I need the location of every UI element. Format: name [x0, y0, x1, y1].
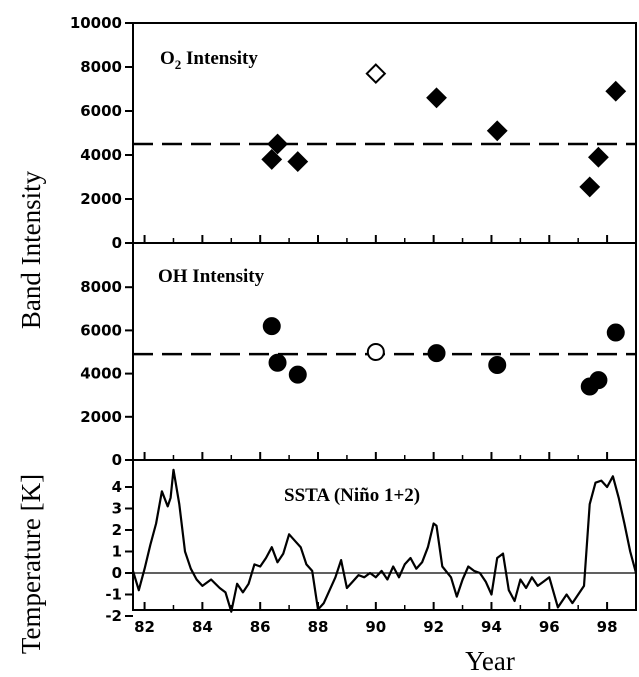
- ssta-panel-title: SSTA (Niño 1+2): [284, 485, 420, 506]
- circle-point: [606, 323, 625, 342]
- y-tick-label: 2: [112, 521, 122, 539]
- band-intensity-axis-title: Band Intensity: [16, 170, 46, 329]
- o2-title-sub: 2: [175, 57, 182, 72]
- x-tick-label: 96: [539, 618, 560, 636]
- y-tick-label: -1: [105, 586, 122, 604]
- x-tick-label: 86: [250, 618, 271, 636]
- y-tick-label: 8000: [80, 278, 122, 296]
- diamond-point: [261, 148, 283, 170]
- temperature-axis-title: Temperature [K]: [16, 474, 46, 654]
- diamond-point: [486, 120, 508, 142]
- y-tick-label: -2: [105, 607, 122, 625]
- x-tick-label: 88: [308, 618, 329, 636]
- o2-title-rest: Intensity: [181, 48, 258, 69]
- oh-panel-title: OH Intensity: [158, 266, 265, 287]
- x-tick-label: 90: [365, 618, 386, 636]
- diamond-point: [605, 80, 627, 102]
- y-tick-label: 6000: [80, 102, 122, 120]
- open-circle-point: [366, 343, 385, 361]
- diamond-point: [287, 151, 309, 173]
- year-axis-title: Year: [465, 646, 515, 676]
- y-tick-label: 0: [112, 451, 122, 469]
- y-tick-label: 1: [112, 543, 122, 561]
- y-tick-label: 4: [112, 478, 122, 496]
- y-tick-label: 8000: [80, 58, 122, 76]
- x-tick-label: 92: [423, 618, 444, 636]
- y-tick-label: 3: [112, 500, 122, 518]
- o2-panel-title: O2 Intensity: [160, 48, 258, 72]
- y-tick-label: 6000: [80, 321, 122, 339]
- diamond-point: [426, 87, 447, 109]
- diamond-point: [579, 176, 601, 198]
- y-tick-label: 2000: [80, 190, 122, 208]
- y-tick-label: 0: [112, 234, 122, 252]
- diamond-point: [588, 146, 609, 168]
- diamond-point: [267, 133, 288, 155]
- y-tick-label: 10000: [70, 14, 122, 32]
- circle-point: [589, 371, 608, 390]
- open-diamond-point: [365, 63, 387, 85]
- y-tick-label: 4000: [80, 365, 122, 383]
- circle-point: [262, 317, 281, 336]
- x-tick-label: 82: [134, 618, 155, 636]
- panel-frame-3: [132, 459, 637, 611]
- circle-point: [488, 355, 507, 374]
- y-tick-label: 0: [112, 564, 122, 582]
- circle-point: [288, 365, 307, 384]
- x-tick-label: 94: [481, 618, 502, 636]
- y-tick-label: 4000: [80, 146, 122, 164]
- x-tick-label: 98: [597, 618, 618, 636]
- o2-title-main: O: [160, 48, 175, 69]
- y-tick-label: 2000: [80, 408, 122, 426]
- ssta-series-line: [131, 468, 638, 613]
- circle-point: [427, 344, 446, 363]
- panels: 0 2000 4000 6000 8000 10000 0 2000 4000 6000 8000 -…: [70, 14, 638, 636]
- circle-point: [268, 353, 287, 372]
- x-tick-label: 84: [192, 618, 213, 636]
